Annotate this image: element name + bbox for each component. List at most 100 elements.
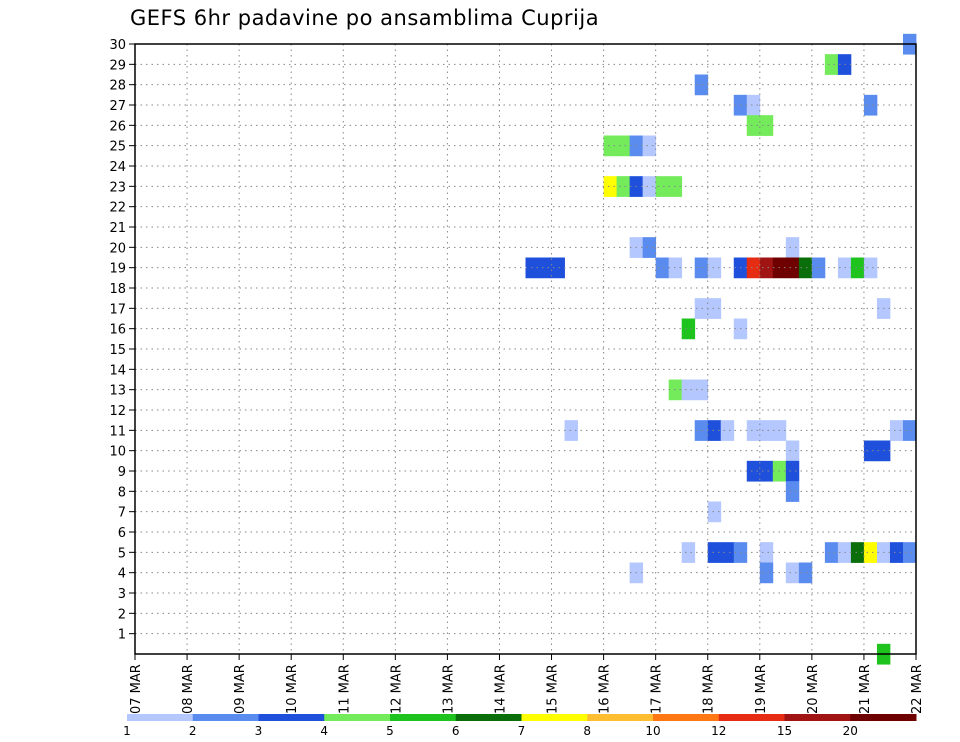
heatmap-cell (785, 237, 800, 258)
y-tick-label: 17 (109, 302, 126, 317)
y-tick-label: 2 (118, 607, 126, 622)
heatmap-cell (902, 420, 917, 441)
legend-label: 3 (255, 724, 263, 738)
y-tick-label: 1 (118, 628, 126, 643)
y-tick-label: 12 (109, 404, 126, 419)
legend-swatch (718, 714, 785, 721)
chart-title: GEFS 6hr padavine po ansamblima Cuprija (130, 6, 600, 30)
x-tick-label: 20 MAR (806, 664, 821, 714)
legend-label: 2 (189, 724, 197, 738)
x-tick-label: 11 MAR (337, 664, 352, 714)
legend-swatch (850, 714, 917, 721)
heatmap-cell (707, 501, 722, 523)
legend-swatch (390, 714, 457, 721)
heatmap-cell (863, 440, 878, 462)
x-tick-label: 12 MAR (389, 664, 404, 714)
x-tick-label: 16 MAR (598, 664, 613, 714)
y-tick-label: 13 (109, 384, 126, 399)
legend-label: 8 (583, 724, 591, 738)
heatmap-cell (850, 542, 865, 563)
heatmap-cell (863, 257, 878, 279)
heatmap-cell (863, 542, 878, 563)
heatmap-cell (707, 257, 722, 279)
heatmap-cell (707, 542, 722, 563)
y-tick-label: 25 (109, 140, 126, 155)
y-tick-label: 9 (118, 465, 126, 480)
heatmap-cell (694, 379, 709, 401)
legend-swatch (127, 714, 194, 721)
heatmap-cell (785, 562, 800, 584)
heatmap-cell (720, 420, 735, 441)
heatmap-cell (681, 318, 696, 340)
y-tick-label: 20 (109, 241, 126, 256)
heatmap-cell (759, 542, 774, 563)
y-tick-label: 30 (109, 38, 126, 53)
heatmap-cell (759, 115, 774, 136)
x-axis: 07 MAR 08 MAR 09 MAR 10 MAR 11 MAR 12 MAR 13 M… (129, 654, 925, 714)
x-tick-label: 10 MAR (285, 664, 300, 714)
heatmap-cell (603, 176, 618, 197)
heatmap-cell (746, 460, 761, 482)
heatmap-cell (564, 420, 578, 441)
y-tick-label: 3 (118, 587, 126, 602)
y-tick-label: 4 (118, 567, 126, 582)
y-axis: 1234567891011121314151617181920212223242… (109, 38, 135, 643)
y-tick-label: 6 (118, 526, 126, 541)
heatmap-cell (759, 420, 774, 441)
legend-swatch (521, 714, 588, 721)
heatmap-cell (551, 257, 565, 279)
heatmap-cell (694, 420, 709, 441)
legend-swatch (784, 714, 851, 721)
color-legend: 1 2 3 4 5 6 7 8 10 12 15 20 (123, 714, 917, 738)
y-tick-label: 26 (109, 119, 126, 134)
heatmap-cell (889, 420, 904, 441)
x-tick-label: 07 MAR (129, 664, 144, 714)
x-tick-label: 15 MAR (546, 664, 561, 714)
heatmap-cell (694, 74, 709, 96)
heatmap-cell (655, 176, 670, 197)
y-tick-label: 24 (109, 160, 126, 175)
heatmap-cell (798, 562, 813, 584)
legend-label: 6 (452, 724, 460, 738)
heatmap-cell (694, 257, 709, 279)
heatmap-cell (785, 460, 800, 482)
y-tick-label: 19 (109, 262, 126, 277)
heatmap-cell (746, 115, 761, 136)
x-tick-label: 21 MAR (858, 664, 873, 714)
legend-swatch (653, 714, 720, 721)
heatmap-cell (746, 257, 761, 279)
y-tick-label: 16 (109, 323, 126, 338)
x-tick-label: 13 MAR (441, 664, 456, 714)
heatmap-cell (824, 542, 839, 563)
heatmap-cell (824, 54, 839, 75)
heatmap-cell (785, 481, 800, 502)
y-tick-label: 15 (109, 343, 126, 358)
heatmap-cell (850, 257, 865, 279)
heatmap-cell (681, 379, 696, 401)
legend-label: 1 (123, 724, 131, 738)
x-tick-label: 09 MAR (233, 664, 248, 714)
heatmap-cell (642, 237, 657, 258)
legend-swatch (587, 714, 654, 721)
heatmap-cell (707, 420, 722, 441)
y-tick-label: 29 (109, 58, 126, 73)
heatmap-cell (746, 94, 761, 116)
heatmap-cell (681, 542, 696, 563)
heatmap-cell (759, 460, 774, 482)
heatmap-cell (707, 298, 722, 319)
y-tick-label: 7 (118, 506, 126, 521)
heatmap-cell (642, 176, 657, 197)
heatmap-cell (616, 176, 631, 197)
x-tick-label: 22 MAR (910, 664, 925, 714)
heatmap-cell (655, 257, 670, 279)
legend-swatch (258, 714, 325, 721)
y-tick-label: 8 (118, 485, 126, 500)
heatmap-cell (759, 562, 774, 584)
y-tick-label: 22 (109, 201, 126, 216)
heatmap-cell (642, 135, 657, 157)
heatmap-cell (889, 542, 904, 563)
heatmap-cell (720, 542, 735, 563)
y-tick-label: 23 (109, 180, 126, 195)
legend-swatch (192, 714, 259, 721)
y-tick-label: 18 (109, 282, 126, 297)
